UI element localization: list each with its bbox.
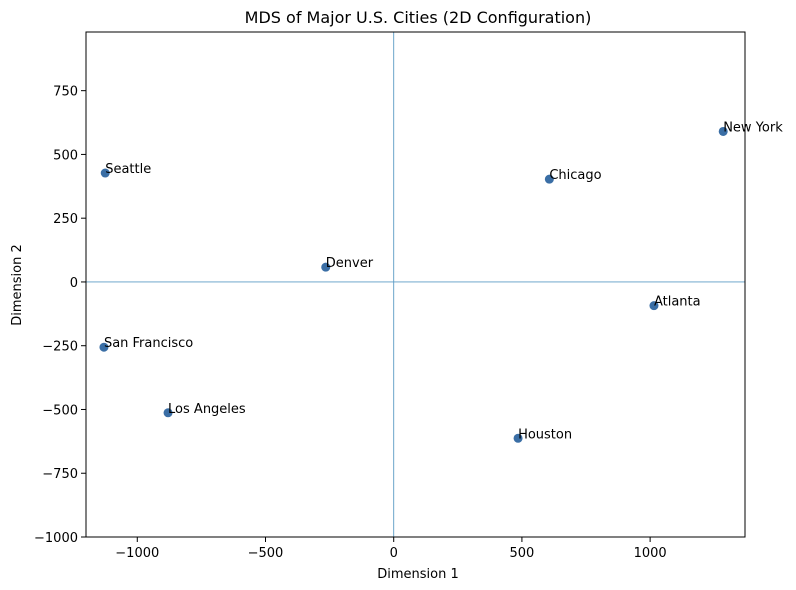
city-point [718,126,728,136]
plot-frame [85,31,746,538]
x-tick-label: 500 [510,546,535,561]
x-tick-label: 1000 [634,546,667,561]
y-tick-label: 750 [53,85,78,100]
city-label: Chicago [549,168,601,183]
chart-title: MDS of Major U.S. Cities (2D Configurati… [245,8,592,27]
y-tick-label: −250 [42,340,78,355]
city-label: San Francisco [104,336,193,351]
city-point [99,342,109,352]
city-point [649,301,659,311]
y-tick-label: −500 [42,403,78,418]
city-label: Atlanta [654,295,701,310]
y-tick-label: 500 [53,148,78,163]
city-label: Denver [326,256,374,271]
x-tick-label: −1000 [115,546,159,561]
city-label: Seattle [105,162,151,177]
city-point [163,408,173,418]
city-label: Houston [518,427,572,442]
x-tick-label: 0 [390,546,398,561]
y-tick-label: 250 [53,212,78,227]
y-tick-label: −1000 [34,531,78,546]
x-tick-label: −500 [248,546,284,561]
city-point [100,168,110,178]
plot-area: −1000 −500 0 500 1000 −1000 −750 −500 −250 0 250 50… [34,31,783,561]
city-point [544,174,554,184]
y-tick-label: −750 [42,467,78,482]
y-axis-label: Dimension 2 [10,244,25,326]
y-tick-label: 0 [70,276,78,291]
city-point [321,262,331,272]
city-label: Los Angeles [168,402,246,417]
city-point [513,433,523,443]
x-axis-label: Dimension 1 [377,567,459,582]
city-label: New York [723,120,783,135]
